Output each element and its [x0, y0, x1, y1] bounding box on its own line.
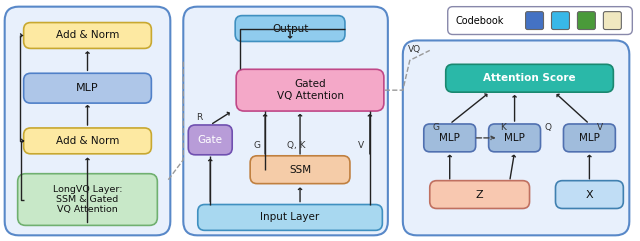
Text: V: V [358, 141, 364, 150]
Text: Q, K: Q, K [287, 141, 305, 150]
FancyBboxPatch shape [4, 7, 170, 235]
Text: Z: Z [476, 190, 483, 200]
Text: LongVQ Layer:
SSM & Gated
VQ Attention: LongVQ Layer: SSM & Gated VQ Attention [52, 185, 122, 214]
Text: MLP: MLP [504, 133, 525, 143]
Text: Gated
VQ Attention: Gated VQ Attention [276, 79, 344, 101]
FancyBboxPatch shape [236, 69, 384, 111]
FancyBboxPatch shape [18, 174, 157, 225]
Text: Input Layer: Input Layer [260, 212, 320, 222]
FancyBboxPatch shape [525, 12, 543, 30]
Text: MLP: MLP [439, 133, 460, 143]
Text: VQ: VQ [408, 45, 421, 54]
Text: G: G [433, 123, 440, 132]
Text: MLP: MLP [76, 83, 99, 93]
FancyBboxPatch shape [424, 124, 476, 152]
FancyBboxPatch shape [552, 12, 570, 30]
FancyBboxPatch shape [183, 7, 388, 235]
Text: K: K [500, 123, 506, 132]
Text: Add & Norm: Add & Norm [56, 136, 119, 146]
Text: Attention Score: Attention Score [483, 73, 576, 83]
FancyBboxPatch shape [448, 7, 632, 34]
FancyBboxPatch shape [24, 73, 152, 103]
FancyBboxPatch shape [403, 40, 629, 235]
FancyBboxPatch shape [188, 125, 232, 155]
FancyBboxPatch shape [235, 16, 345, 41]
Text: X: X [586, 190, 593, 200]
Text: MLP: MLP [579, 133, 600, 143]
Text: Codebook: Codebook [456, 16, 504, 26]
Text: G: G [253, 141, 260, 150]
FancyBboxPatch shape [563, 124, 615, 152]
Text: SSM: SSM [289, 165, 311, 175]
FancyBboxPatch shape [24, 23, 152, 48]
FancyBboxPatch shape [556, 181, 623, 208]
FancyBboxPatch shape [577, 12, 595, 30]
FancyBboxPatch shape [604, 12, 621, 30]
FancyBboxPatch shape [445, 64, 613, 92]
Text: Q: Q [545, 123, 552, 132]
Text: V: V [597, 123, 604, 132]
FancyBboxPatch shape [198, 205, 382, 230]
FancyBboxPatch shape [488, 124, 541, 152]
FancyBboxPatch shape [430, 181, 529, 208]
FancyBboxPatch shape [24, 128, 152, 154]
FancyBboxPatch shape [250, 156, 350, 184]
Text: Output: Output [272, 24, 308, 33]
Text: Gate: Gate [198, 135, 223, 145]
Text: Add & Norm: Add & Norm [56, 31, 119, 40]
Text: R: R [196, 113, 202, 122]
